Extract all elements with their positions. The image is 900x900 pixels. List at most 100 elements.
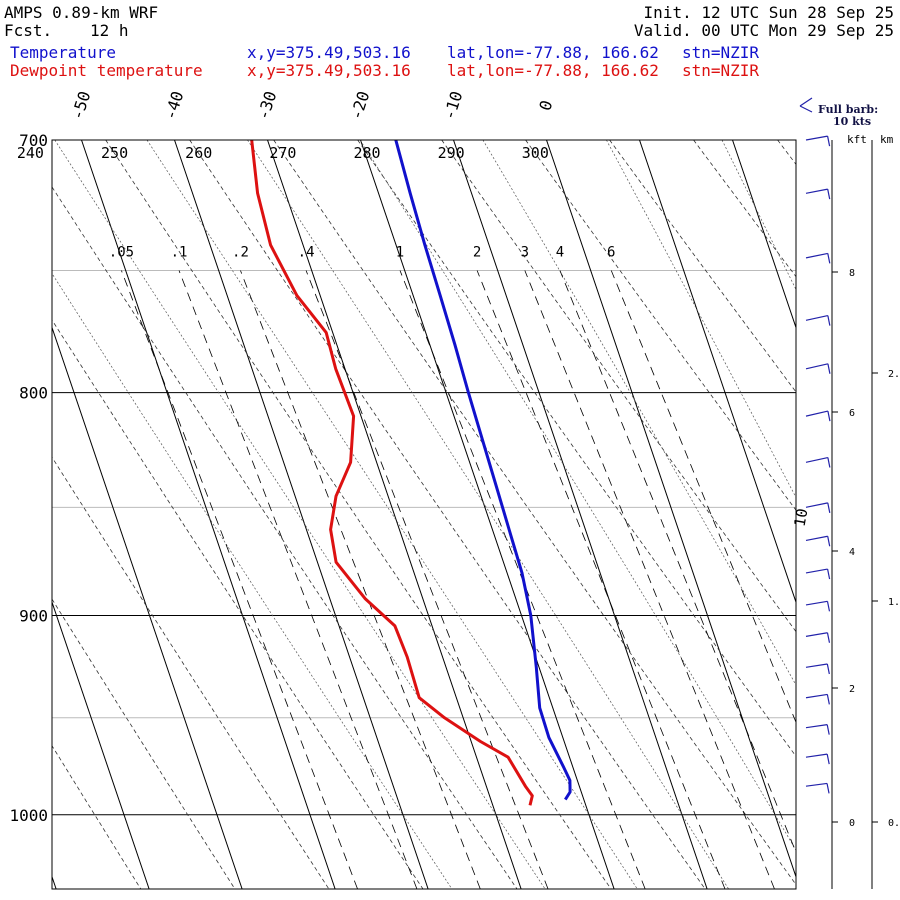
- wind-barb: [805, 663, 830, 675]
- mixing-ratio-label: 2: [473, 245, 481, 261]
- isotherm-label: 0: [535, 98, 556, 113]
- wind-barb-flag: [826, 754, 830, 765]
- wind-barb-flag: [827, 135, 831, 147]
- theta-label: 260: [185, 144, 212, 162]
- barb-note-1: Full barb:: [818, 103, 879, 116]
- dry-adiabat: [609, 140, 796, 393]
- dry-adiabat: [189, 140, 706, 889]
- wind-barbs: [799, 97, 831, 794]
- dewpoint-line: [250, 140, 534, 806]
- km-tick-label: 1.: [888, 597, 900, 608]
- moist-adiabat: [54, 140, 546, 889]
- wind-barb: [805, 502, 831, 513]
- chart-series: [250, 140, 572, 806]
- temperature-line: [394, 140, 572, 801]
- wind-barb-shaft: [805, 782, 828, 787]
- legend-dewpoint-stn: stn=NZIR: [682, 61, 760, 80]
- legend-dewpoint-name: Dewpoint temperature: [10, 61, 203, 80]
- wind-barb: [805, 568, 831, 580]
- wind-barb-shaft: [805, 135, 828, 141]
- valid-time: Valid. 00 UTC Mon 29 Sep 25: [633, 21, 894, 40]
- forecast-label: Fcst.: [4, 21, 53, 40]
- wind-barb-shaft: [805, 456, 828, 463]
- km-tick-label: 2.: [888, 369, 900, 380]
- wind-barb-shaft: [805, 502, 828, 508]
- chart-labels: 7008009001000-70-60-50-40-30-20-10022023…: [0, 89, 812, 825]
- mixing-ratio-label: .1: [171, 245, 188, 261]
- theta-label: 300: [522, 144, 549, 162]
- extra-label: 10: [791, 507, 812, 528]
- theta-label: 250: [101, 144, 128, 162]
- wind-barb: [805, 314, 831, 326]
- dry-adiabat: [105, 140, 612, 889]
- wind-barb-flag: [827, 568, 831, 580]
- wind-barb: [805, 456, 831, 468]
- mixing-ratio-label: .05: [109, 245, 134, 261]
- mixing-ratio-line: [524, 270, 775, 889]
- isotherm: [639, 140, 796, 604]
- isotherm-label: -40: [160, 89, 187, 122]
- wind-barb-flag: [826, 663, 830, 675]
- plot-frame: [51, 139, 797, 890]
- isotherm: [267, 140, 522, 889]
- mixing-ratio-line: [240, 270, 481, 889]
- moist-adiabat: [359, 140, 796, 851]
- wind-barb-flag: [826, 632, 831, 643]
- isotherm: [453, 140, 708, 889]
- moist-adiabat: [247, 140, 729, 889]
- isotherm: [52, 600, 150, 889]
- mixing-ratio-line: [476, 270, 726, 889]
- legend-temperature-name: Temperature: [10, 43, 116, 62]
- wind-barb-flag: [826, 783, 830, 794]
- wind-barb-flag: [826, 724, 830, 735]
- mixing-ratio-label: 1: [396, 245, 404, 261]
- isotherm: [52, 325, 243, 889]
- wind-barb: [805, 363, 831, 374]
- altitude-axes: 8 6 4 2 0 2. 1. 0.: [831, 140, 900, 889]
- isotherm-label: -10: [439, 89, 466, 122]
- wind-barb-shaft: [805, 252, 828, 259]
- km-tick-label: 0.: [888, 818, 900, 829]
- wind-barb-flag: [827, 502, 831, 513]
- theta-label: 240: [17, 144, 44, 162]
- moist-adiabat: [146, 140, 638, 889]
- wind-barb-flag: [827, 410, 831, 422]
- theta-label: 280: [353, 144, 380, 162]
- wind-barb-flag: [827, 253, 831, 264]
- dry-adiabat: [52, 598, 236, 889]
- isotherm: [732, 140, 796, 330]
- theta-label: 270: [269, 144, 296, 162]
- wind-barb: [805, 135, 831, 147]
- wind-barb: [805, 600, 831, 612]
- wind-barb-shaft: [805, 188, 828, 194]
- wind-barb-shaft: [805, 314, 828, 321]
- dry-adiabat: [525, 140, 796, 511]
- isotherm: [52, 875, 57, 889]
- theta-label: 290: [438, 144, 465, 162]
- mixing-ratio-line: [610, 270, 796, 724]
- init-time: Init. 12 UTC Sun 28 Sep 25: [643, 3, 894, 22]
- wind-barb: [805, 188, 831, 200]
- mixing-ratio-label: 3: [521, 245, 529, 261]
- wind-barb-shaft: [805, 663, 828, 668]
- pressure-tick-label: 900: [19, 606, 48, 625]
- forecast-value: 12 h: [90, 21, 129, 40]
- wind-barb-flag: [826, 601, 831, 612]
- legend-temperature-latlon: lat,lon=-77.88, 166.62: [447, 43, 659, 62]
- mixing-ratio-label: 6: [607, 245, 615, 261]
- isotherm-label: -60: [0, 89, 1, 122]
- moist-adiabat: [721, 140, 796, 291]
- wind-barb-shaft: [805, 363, 829, 370]
- pressure-tick-label: 700: [19, 131, 48, 150]
- barb-header-marker: [799, 97, 813, 113]
- mixing-ratio-label: .2: [232, 245, 249, 261]
- isotherm-label: -20: [346, 89, 373, 122]
- legend-dewpoint-xy: x,y=375.49,503.16: [247, 61, 411, 80]
- kft-tick-label: 8: [849, 268, 855, 279]
- wind-barb-shaft: [805, 753, 828, 758]
- barb-note-2: 10 kts: [833, 115, 872, 128]
- wind-barb-shaft: [805, 568, 828, 574]
- mixing-ratio-label: 4: [556, 245, 564, 261]
- pressure-tick-label: 1000: [9, 806, 48, 825]
